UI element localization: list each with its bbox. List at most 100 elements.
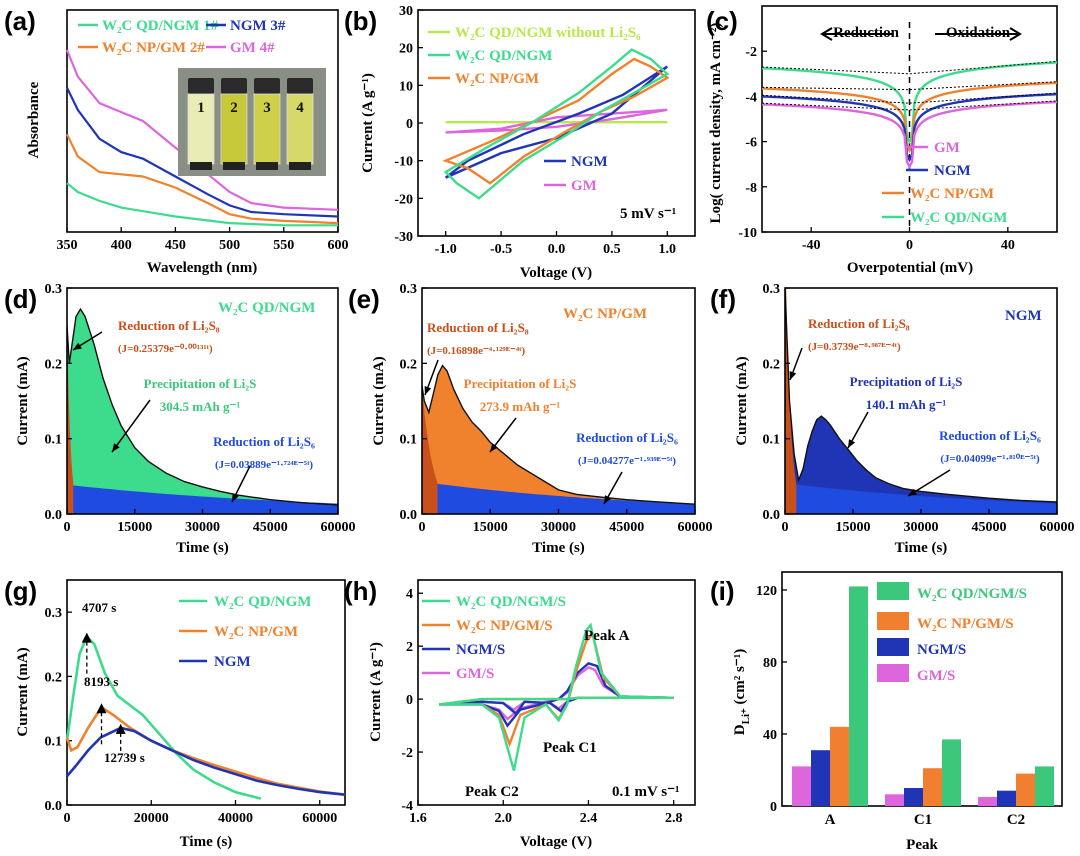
y-tick-label: -6 [745, 136, 757, 151]
x-axis-label: Time (s) [176, 540, 229, 556]
y-tick-label: -4 [745, 90, 757, 105]
x-tick-label: -0.5 [490, 242, 512, 257]
li2s8-label: Reduction of Li₂S₈ [808, 316, 910, 331]
li2s6-label: Reduction of Li₂S₆ [576, 430, 678, 445]
y-tick-label: -2 [745, 45, 757, 60]
pointer-arrowhead [424, 386, 432, 395]
legend-label: GM 4# [230, 40, 275, 56]
y-tick-label: 0.1 [400, 433, 418, 448]
y-axis-label: Current (A g⁻¹) [360, 73, 376, 173]
legend-label: W₂C NP/GM/S [456, 618, 553, 634]
x-tick-label: 20000 [134, 811, 169, 826]
bar [923, 768, 942, 806]
vial-body [220, 93, 248, 165]
x-tick-label: 450 [165, 238, 186, 253]
y-axis-label: Current (mA) [15, 356, 31, 445]
vial-number: 1 [197, 100, 205, 116]
current-curve [422, 364, 695, 505]
x-tick-label: C1 [914, 812, 932, 828]
x-tick-label: 45000 [609, 520, 644, 535]
bar [942, 739, 961, 806]
x-tick-label: 500 [219, 238, 240, 253]
x-tick-label: 600 [328, 238, 349, 253]
legend-label: NGM/S [456, 642, 505, 658]
precipitation-area [422, 365, 695, 514]
x-axis-label: Time (s) [532, 540, 585, 556]
cv-curve [442, 57, 670, 185]
capacity-label: 140.1 mAh g⁻¹ [866, 397, 947, 412]
peak-time-label: 12739 s [104, 750, 145, 765]
y-axis-label-sub: Li⁺ [740, 708, 752, 724]
tafel-curve [761, 100, 1058, 170]
chrono-curve [65, 634, 262, 800]
precipitation-label: Precipitation of Li₂S [464, 376, 577, 391]
absorbance-curve [66, 182, 338, 227]
x-tick-label: 60000 [1040, 520, 1075, 535]
x-tick-label: 2.0 [494, 811, 512, 826]
y-tick-label: 0.3 [763, 282, 781, 297]
pointer-arrowhead [789, 371, 797, 380]
precipitation-area [67, 309, 338, 514]
li2s6-reduction-area [785, 483, 1057, 514]
li2s8-reduction-area [422, 386, 438, 514]
panel-b: (b) -1.0 -0.5 0.0 0.5 1.0 -30 -20 -10 0 10 20 30 Curr… [344, 4, 696, 281]
legend-label: W₂C NP/GM [910, 186, 994, 202]
y-tick-label: 0.3 [400, 282, 418, 297]
x-tick-label: 1.6 [409, 811, 427, 826]
legend-swatch [877, 612, 909, 630]
y-tick-label: -10 [738, 226, 757, 241]
legend-label: GM [934, 140, 960, 156]
panel-f: (f) 0 15000 30000 45000 60000 0.0 0.1 0.2 0.3 Curr… [710, 282, 1075, 556]
peak-c2-label: Peak C2 [465, 784, 519, 800]
x-tick-label: 60000 [678, 520, 713, 535]
panel-label: (g) [4, 576, 37, 606]
x-tick-label: C2 [1007, 812, 1025, 828]
li2s8-equation: (J=0.16898e⁻⁴·¹²⁹ᴱ⁻⁴ᵗ) [427, 345, 525, 357]
x-tick-label: 0.5 [603, 242, 621, 257]
legend-label: W₂C QD/NGM [214, 594, 311, 610]
x-tick-label: 45000 [253, 520, 288, 535]
panel-label: (i) [710, 576, 735, 606]
x-tick-label: 2.8 [665, 811, 683, 826]
absorbance-curve [65, 49, 339, 211]
y-tick-label: -4 [401, 799, 413, 814]
absorbance-curve [66, 87, 339, 218]
x-tick-label: 30000 [185, 520, 220, 535]
li2s8-reduction-area [67, 322, 74, 514]
x-tick-label: 40 [1001, 238, 1015, 253]
vial-body [253, 93, 281, 165]
tafel-curve [761, 92, 1058, 163]
vial-body [187, 93, 215, 165]
pointer-arrowhead [604, 495, 612, 504]
pointer-arrow [111, 399, 151, 453]
y-tick-label: 0.2 [763, 357, 781, 372]
y-tick-label: 0.0 [763, 508, 781, 523]
li2s6-equation: (J=0.04099e⁻¹·⁸¹⁰ᴱ⁻⁵ᵗ) [940, 453, 1040, 465]
x-tick-label: 0 [64, 811, 71, 826]
legend-swatch [877, 582, 909, 600]
peak-arrowhead [96, 703, 107, 714]
li2s6-label: Reduction of Li₂S₆ [939, 428, 1041, 443]
y-tick-label: 0.1 [763, 433, 781, 448]
peak-c1-label: Peak C1 [543, 740, 597, 756]
legend-label: W₂C NP/GM [214, 624, 298, 640]
x-tick-label: 0 [64, 520, 71, 535]
panel-label: (f) [710, 284, 736, 314]
cv-curve [443, 48, 670, 200]
x-tick-label: -40 [802, 238, 821, 253]
reduction-label: Reduction [833, 25, 899, 41]
panel-title: W₂C NP/GM [563, 306, 647, 322]
bar [904, 788, 923, 806]
y-axis-label: DLi⁺ (cm² s⁻¹) [732, 649, 752, 735]
y-tick-label: 30 [399, 4, 413, 19]
y-tick-label: 0.2 [45, 670, 63, 685]
tafel-fit-line [761, 60, 1058, 75]
x-tick-label: 15000 [117, 520, 152, 535]
legend-label: W₂C NP/GM [455, 71, 539, 87]
x-tick-label: 60000 [321, 520, 356, 535]
y-tick-label: 80 [763, 656, 777, 671]
legend-label: W₂C QD/NGM [455, 48, 552, 64]
li2s6-reduction-area [422, 481, 695, 514]
tafel-curve [761, 61, 1058, 145]
bar [978, 797, 997, 806]
